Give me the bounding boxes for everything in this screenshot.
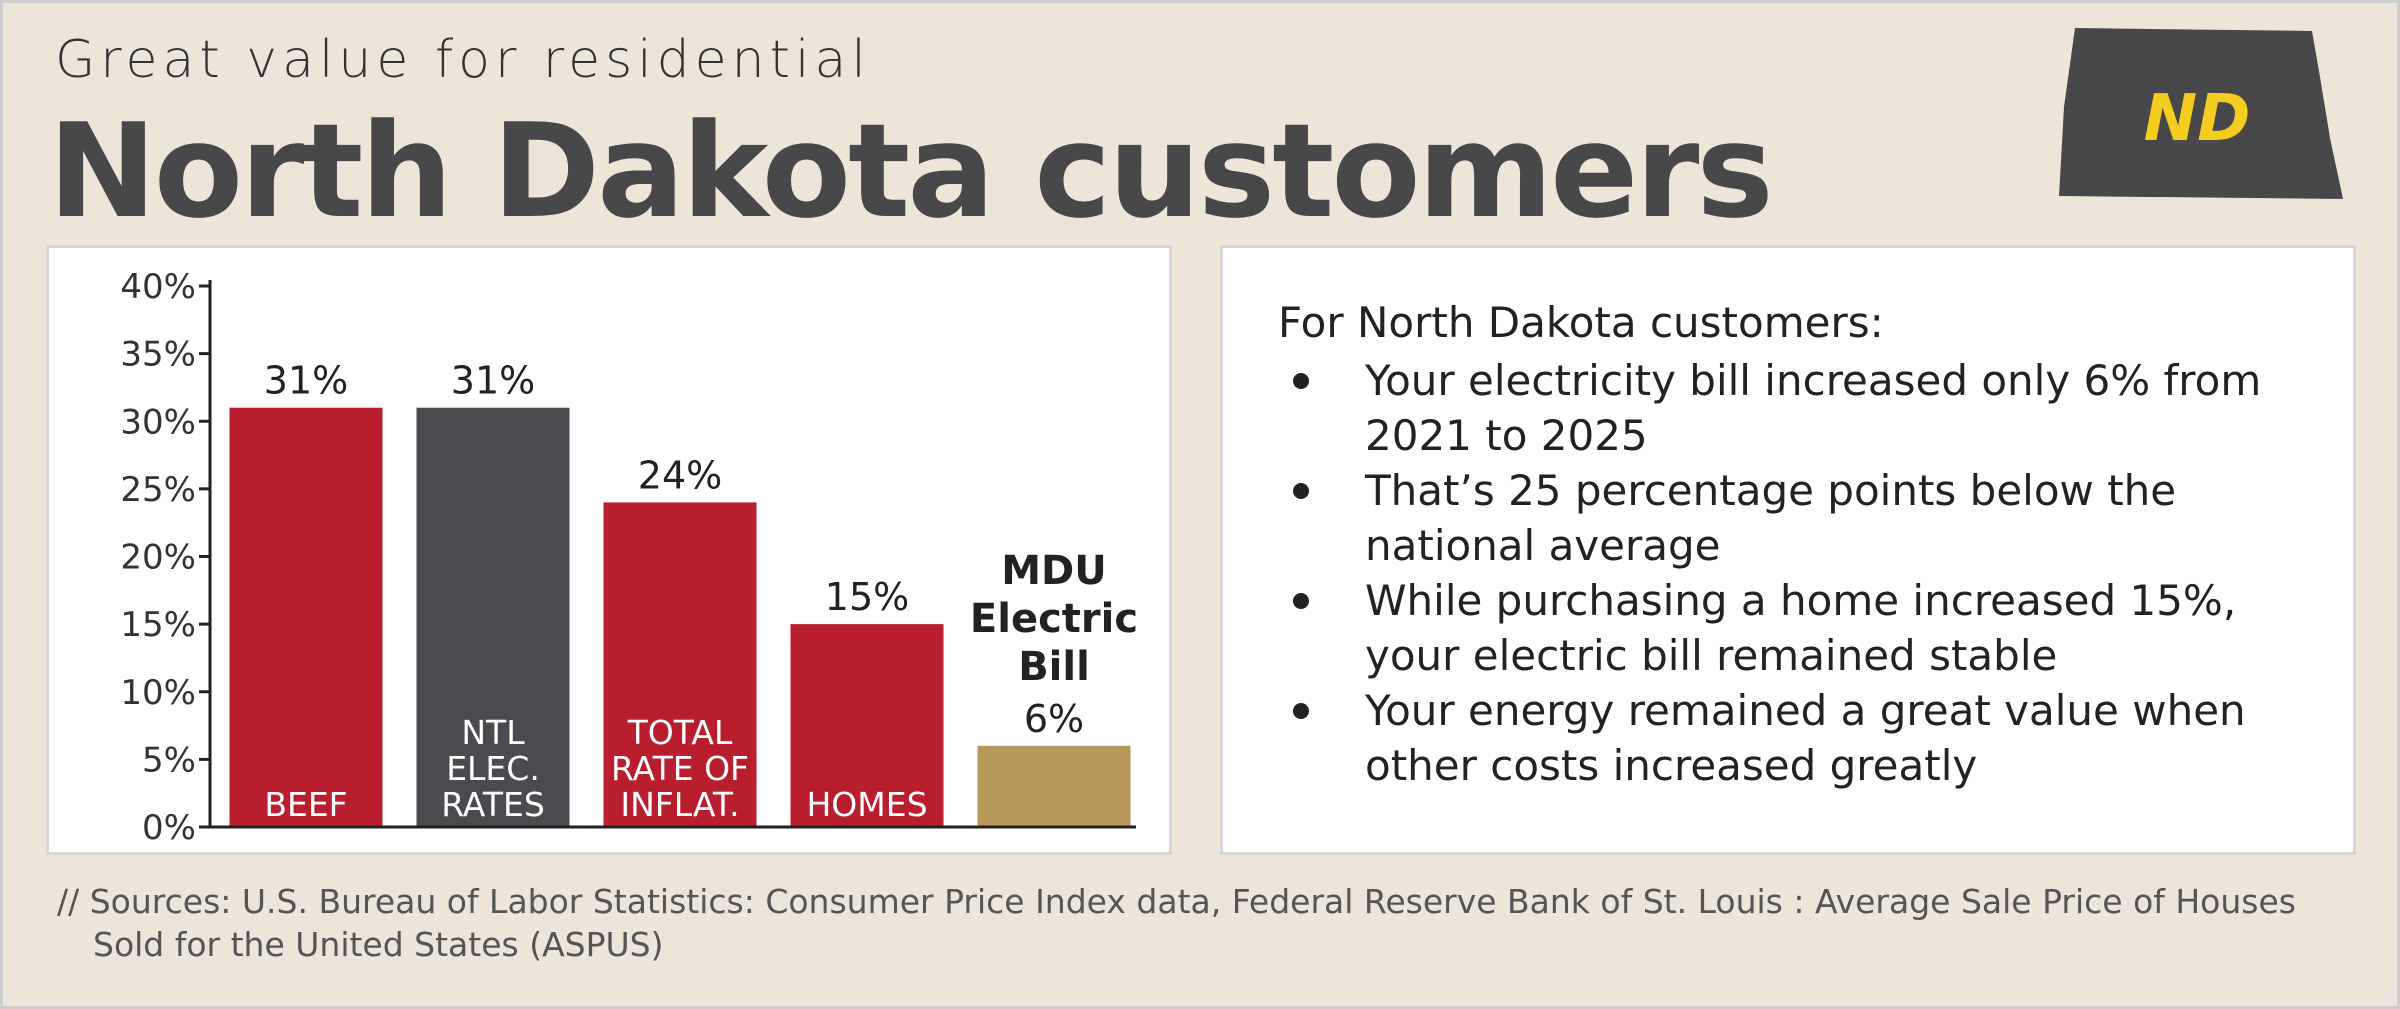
bar [416, 407, 570, 827]
title: North Dakota customers [48, 95, 1774, 247]
bullet: Your energy remained a great value when … [1293, 683, 2305, 793]
value-label: 15% [825, 575, 909, 619]
bar [603, 502, 757, 827]
y-tick-label: 35% [120, 335, 196, 375]
y-tick-label: 5% [142, 740, 196, 780]
bullet-list: Your electricity bill increased only 6% … [1223, 353, 2305, 793]
y-tick-label: 15% [120, 605, 196, 645]
sources: // Sources: U.S. Bureau of Labor Statist… [57, 882, 2296, 964]
kicker: Great value for residential [55, 30, 871, 90]
y-tick-label: 0% [142, 808, 196, 848]
state-badge: ND [2059, 28, 2343, 199]
chart: 0% 5% 10% 15% 20% 25% 30% 35% 40% 31% 31% 24% 15% 6% [120, 267, 1136, 848]
bullet: That’s 25 percentage points below the na… [1293, 463, 2305, 573]
bullet: While purchasing a home increased 15%, y… [1293, 573, 2305, 683]
bullet: Your electricity bill increased only 6% … [1293, 353, 2305, 463]
bar [790, 624, 944, 827]
category-label: MDU Electric Bill [969, 547, 1139, 690]
bar [977, 745, 1131, 827]
notes-intro: For North Dakota customers: [1278, 298, 1884, 347]
state-shape [2059, 28, 2343, 199]
value-label: 31% [264, 359, 348, 403]
category-label: BEEF [264, 785, 348, 824]
text-panel: For North Dakota customers: Your electri… [1220, 245, 2356, 855]
value-label: 6% [1024, 697, 1084, 741]
y-tick-label: 10% [120, 673, 196, 713]
category-label: HOMES [806, 785, 928, 824]
y-tick-label: 40% [120, 267, 196, 307]
y-tick-label: 30% [120, 402, 196, 442]
y-tick-label: 25% [120, 470, 196, 510]
bar [229, 407, 383, 827]
category-label: NTL ELEC. RATES [441, 713, 545, 824]
state-label: ND [2144, 82, 2251, 156]
y-tick-label: 20% [120, 538, 196, 578]
value-label: 24% [638, 453, 722, 497]
category-label: TOTAL RATE OF INFLAT. [610, 713, 750, 824]
chart-panel: 0% 5% 10% 15% 20% 25% 30% 35% 40% 31% 31% 24% 15% 6% … [46, 245, 1172, 855]
value-label: 31% [451, 359, 535, 403]
